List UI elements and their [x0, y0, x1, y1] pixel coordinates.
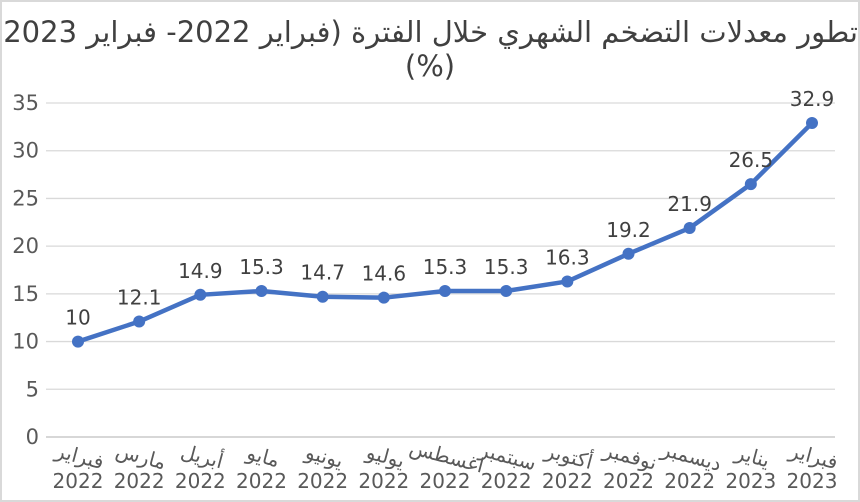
data-label: 15.3: [423, 255, 468, 279]
data-point-marker: [683, 222, 696, 235]
data-label: 15.3: [484, 255, 529, 279]
x-axis-label-month: يناير: [732, 440, 772, 472]
y-axis-tick-label: 25: [12, 186, 39, 210]
data-point-marker: [622, 247, 635, 260]
data-point-marker: [744, 178, 757, 191]
y-axis-tick-label: 35: [12, 91, 39, 115]
data-label: 10: [65, 306, 90, 330]
x-axis-label-year: 2022: [603, 469, 654, 493]
y-axis-tick-label: 30: [12, 139, 39, 163]
data-label: 16.3: [545, 245, 590, 269]
data-label: 26.5: [729, 148, 774, 172]
data-point-marker: [806, 117, 818, 130]
x-axis-label-year: 2022: [420, 469, 471, 493]
x-axis-label-year: 2022: [664, 469, 715, 493]
data-point-marker: [133, 315, 146, 328]
x-axis-label-year: 2022: [53, 469, 104, 493]
y-axis-tick-label: 15: [12, 282, 39, 306]
x-axis-label-year: 2022: [481, 469, 532, 493]
y-axis-tick-label: 0: [26, 425, 39, 449]
chart-title-line1: تطور معدلات التضخم الشهري خلال الفترة (ف…: [2, 15, 858, 49]
data-point-marker: [377, 291, 390, 304]
data-point-marker: [72, 335, 84, 348]
x-axis-label-year: 2022: [358, 469, 409, 493]
x-axis-label-year: 2022: [175, 469, 226, 493]
x-axis-label-year: 2022: [236, 469, 287, 493]
data-label: 19.2: [606, 218, 651, 242]
x-axis-label-year: 2022: [114, 469, 165, 493]
data-label: 14.6: [362, 262, 407, 286]
data-label: 21.9: [667, 192, 712, 216]
chart-title: تطور معدلات التضخم الشهري خلال الفترة (ف…: [2, 15, 858, 83]
data-label: 32.9: [790, 87, 835, 111]
chart-title-line2: (%): [404, 49, 456, 83]
x-axis-label-month: يونيو: [302, 439, 346, 472]
y-axis-tick-label: 5: [26, 377, 39, 401]
x-axis-label-year: 2022: [542, 469, 593, 493]
x-axis-label-year: 2022: [297, 469, 348, 493]
data-label: 14.9: [178, 259, 223, 283]
series-line: [75, 120, 815, 344]
x-axis-label-month: يوليو: [363, 439, 407, 472]
x-axis-label-month: مايو: [243, 440, 282, 472]
data-label: 15.3: [239, 255, 284, 279]
y-axis-tick-label: 20: [12, 234, 39, 258]
x-axis-label-year: 2023: [787, 469, 838, 493]
data-label: 14.7: [300, 261, 345, 285]
data-point-marker: [255, 284, 268, 297]
data-point-marker: [561, 275, 574, 288]
data-point-marker: [439, 284, 451, 297]
y-axis-tick-label: 10: [12, 330, 39, 354]
data-point-marker: [500, 284, 513, 297]
data-point-marker: [194, 288, 207, 301]
data-point-marker: [316, 290, 329, 303]
data-label: 12.1: [117, 286, 162, 310]
x-axis-label-year: 2023: [725, 469, 776, 493]
